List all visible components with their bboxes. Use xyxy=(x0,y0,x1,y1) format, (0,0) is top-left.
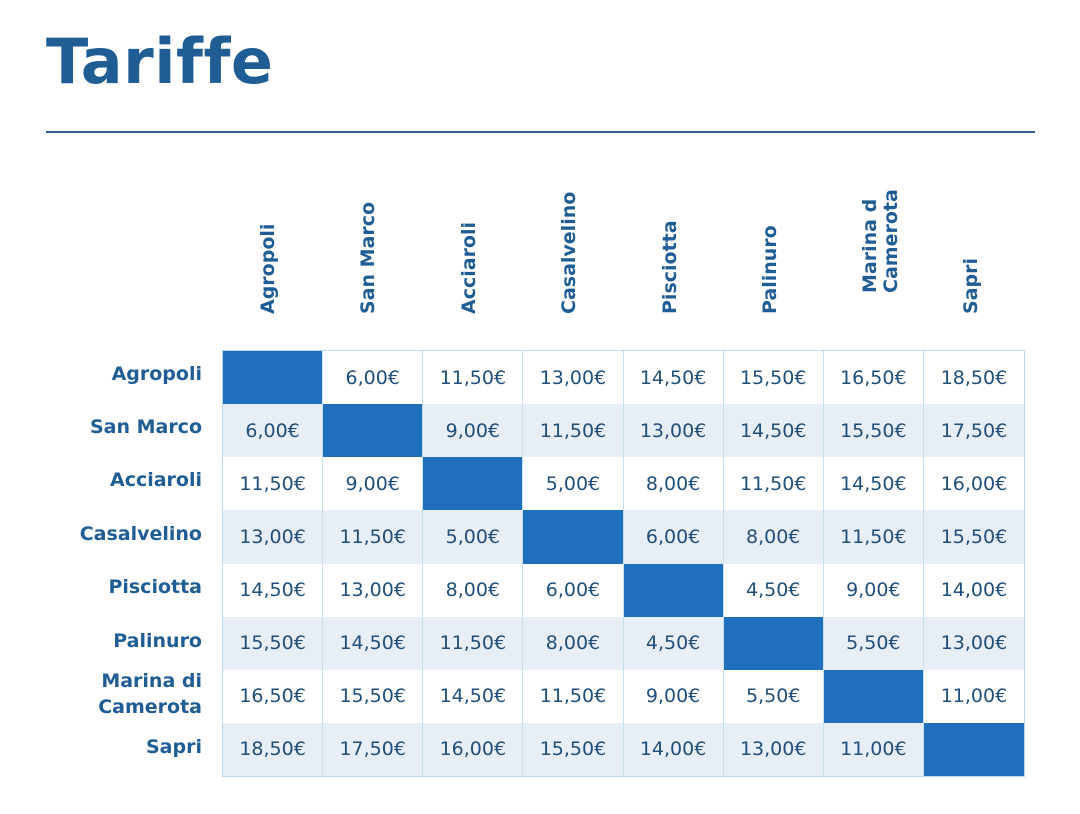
fare-cell: 15,50€ xyxy=(923,510,1024,564)
fare-cell: 11,50€ xyxy=(323,510,424,564)
fare-cell: 8,00€ xyxy=(523,616,624,670)
fare-cell: 5,00€ xyxy=(423,510,524,564)
fare-cell: 16,00€ xyxy=(423,722,524,776)
fare-cell: 9,00€ xyxy=(623,669,724,723)
fare-cell: 18,50€ xyxy=(223,722,324,776)
row-header-label: Acciaroli xyxy=(109,469,202,492)
title-divider xyxy=(46,131,1035,133)
column-headers: Agropoli San Marco Acciaroli Casalvelino Pis… xyxy=(222,180,1025,335)
fare-cell: 13,00€ xyxy=(923,616,1024,670)
row-header-label: Palinuro xyxy=(113,629,202,652)
row-header-label: Marina di Camerota xyxy=(98,669,202,718)
fare-cell: 6,00€ xyxy=(223,404,324,458)
fare-cell: 11,50€ xyxy=(423,616,524,670)
diagonal-cell xyxy=(923,722,1024,776)
row-header-label: Agropoli xyxy=(111,362,202,385)
diagonal-cell xyxy=(523,510,624,564)
column-header-label: Palinuro xyxy=(759,225,781,314)
fare-cell: 11,00€ xyxy=(823,722,924,776)
diagonal-cell xyxy=(323,404,424,458)
fare-cell: 4,50€ xyxy=(623,616,724,670)
fare-cell: 13,00€ xyxy=(323,563,424,617)
column-header: Palinuro xyxy=(724,180,824,335)
fare-cell: 13,00€ xyxy=(523,351,624,405)
fare-cell: 8,00€ xyxy=(623,457,724,511)
fare-cell: 14,50€ xyxy=(723,404,824,458)
fare-cell: 4,50€ xyxy=(723,563,824,617)
fare-table: 6,00€ 11,50€ 13,00€ 14,50€ 15,50€ 16,50€ 18,50… xyxy=(222,350,1025,777)
fare-cell: 16,00€ xyxy=(923,457,1024,511)
column-header-label: Sapri xyxy=(959,258,982,314)
fare-cell: 5,50€ xyxy=(823,616,924,670)
fare-cell: 6,00€ xyxy=(323,351,424,405)
fare-cell: 5,00€ xyxy=(523,457,624,511)
fare-cell: 11,50€ xyxy=(523,404,624,458)
fare-cell: 13,00€ xyxy=(623,404,724,458)
fare-cell: 14,50€ xyxy=(323,616,424,670)
fare-cell: 6,00€ xyxy=(523,563,624,617)
fare-cell: 17,50€ xyxy=(923,404,1024,458)
diagonal-cell xyxy=(723,616,824,670)
fare-cell: 15,50€ xyxy=(523,722,624,776)
column-header: Sapri xyxy=(925,180,1025,335)
row-header-label: San Marco xyxy=(89,416,202,439)
column-header-label: Casalvelino xyxy=(558,191,581,314)
row-header-label: Pisciotta xyxy=(108,576,202,599)
column-header-label: Agropoli xyxy=(257,223,279,314)
fare-cell: 16,50€ xyxy=(823,351,924,405)
fare-cell: 15,50€ xyxy=(223,616,324,670)
fare-cell: 11,50€ xyxy=(423,351,524,405)
fare-cell: 11,50€ xyxy=(223,457,324,511)
column-header-label: Pisciotta xyxy=(658,220,681,314)
fare-cell: 15,50€ xyxy=(723,351,824,405)
fare-cell: 16,50€ xyxy=(223,669,324,723)
column-header-label: San Marco xyxy=(357,201,380,314)
fare-cell: 15,50€ xyxy=(323,669,424,723)
fare-cell: 9,00€ xyxy=(823,563,924,617)
fare-cell: 14,50€ xyxy=(423,669,524,723)
fare-cell: 11,50€ xyxy=(823,510,924,564)
diagonal-cell xyxy=(423,457,524,511)
fare-cell: 17,50€ xyxy=(323,722,424,776)
column-header: Marina d Camerota xyxy=(824,180,924,335)
fare-cell: 14,50€ xyxy=(823,457,924,511)
fare-cell: 5,50€ xyxy=(723,669,824,723)
column-header-label: Marina d Camerota xyxy=(859,189,903,293)
fare-cell: 18,50€ xyxy=(923,351,1024,405)
page-title: Tariffe xyxy=(46,25,274,98)
fare-cell: 9,00€ xyxy=(423,404,524,458)
fare-cell: 11,00€ xyxy=(923,669,1024,723)
column-header: San Marco xyxy=(322,180,422,335)
fare-cell: 14,50€ xyxy=(223,563,324,617)
fare-cell: 13,00€ xyxy=(723,722,824,776)
fare-cell: 8,00€ xyxy=(423,563,524,617)
diagonal-cell xyxy=(223,351,324,405)
fare-cell: 11,50€ xyxy=(723,457,824,511)
fare-cell: 8,00€ xyxy=(723,510,824,564)
column-header: Pisciotta xyxy=(624,180,724,335)
row-header-label: Sapri xyxy=(146,736,202,759)
fare-cell: 11,50€ xyxy=(523,669,624,723)
diagonal-cell xyxy=(623,563,724,617)
fare-cell: 14,00€ xyxy=(923,563,1024,617)
fare-cell: 15,50€ xyxy=(823,404,924,458)
fare-cell: 9,00€ xyxy=(323,457,424,511)
column-header: Acciaroli xyxy=(423,180,523,335)
column-header: Casalvelino xyxy=(523,180,623,335)
fare-cell: 14,00€ xyxy=(623,722,724,776)
fare-cell: 6,00€ xyxy=(623,510,724,564)
fare-cell: 13,00€ xyxy=(223,510,324,564)
row-header-label: Casalvelino xyxy=(79,522,202,545)
column-header: Agropoli xyxy=(222,180,322,335)
column-header-label: Acciaroli xyxy=(457,221,480,314)
diagonal-cell xyxy=(823,669,924,723)
fare-cell: 14,50€ xyxy=(623,351,724,405)
